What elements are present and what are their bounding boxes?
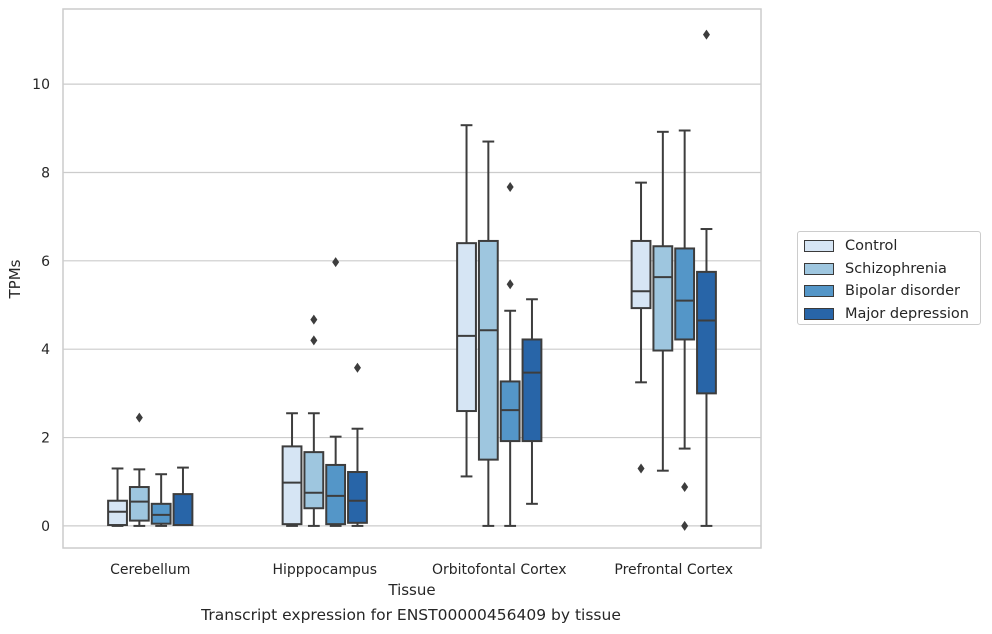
outlier-point bbox=[702, 29, 710, 40]
box-2-1 bbox=[281, 412, 303, 527]
box-1-1 bbox=[107, 467, 128, 527]
box-4-1 bbox=[630, 181, 652, 474]
y-axis-title: TPMs bbox=[6, 259, 24, 299]
y-tick-label: 0 bbox=[41, 519, 50, 535]
outlier-point bbox=[135, 412, 143, 423]
legend-swatch bbox=[804, 285, 834, 298]
x-tick-label: Hipppocampus bbox=[272, 562, 377, 578]
box-body bbox=[150, 502, 172, 525]
box-body bbox=[325, 463, 347, 526]
outlier-point bbox=[681, 482, 689, 493]
legend-label: Schizophrenia bbox=[845, 260, 947, 277]
y-tick-label: 2 bbox=[41, 431, 50, 447]
y-tick-label: 10 bbox=[32, 77, 50, 93]
legend-item: Control bbox=[804, 235, 980, 258]
outlier-point bbox=[506, 182, 514, 193]
box-3-3 bbox=[499, 182, 521, 527]
box-body bbox=[696, 270, 717, 395]
legend-swatch bbox=[804, 307, 834, 320]
legend-swatch bbox=[804, 262, 834, 275]
box-1-4 bbox=[172, 466, 194, 527]
box-4-4 bbox=[696, 29, 717, 527]
outlier-point bbox=[353, 362, 361, 373]
y-tick-label: 8 bbox=[41, 165, 50, 181]
outlier-point bbox=[332, 257, 340, 268]
box-body bbox=[172, 493, 194, 527]
box-body bbox=[477, 239, 499, 461]
box-body bbox=[521, 338, 543, 443]
y-tick-labels: 0 2 4 6 8 10 bbox=[32, 77, 50, 535]
outlier-point bbox=[681, 520, 689, 531]
box-3-4 bbox=[521, 298, 543, 505]
x-tick-label: Cerebellum bbox=[110, 562, 190, 578]
box-2-3 bbox=[325, 257, 347, 527]
box-body bbox=[674, 247, 696, 341]
box-body bbox=[652, 245, 674, 352]
outlier-point bbox=[310, 335, 318, 346]
box-2-2 bbox=[303, 314, 325, 527]
box-body bbox=[107, 499, 128, 527]
box-3-1 bbox=[456, 124, 477, 478]
x-tick-label: Orbitofontal Cortex bbox=[432, 562, 567, 578]
box-body bbox=[303, 451, 325, 510]
outlier-point bbox=[310, 314, 318, 325]
x-tick-labels: Cerebellum Hipppocampus Orbitofontal Corte… bbox=[110, 562, 733, 578]
box-body bbox=[456, 242, 477, 413]
legend-label: Major depression bbox=[845, 305, 969, 322]
legend-swatch bbox=[804, 240, 834, 253]
box-body bbox=[499, 380, 521, 443]
legend-item: Bipolar disorder bbox=[804, 280, 980, 303]
legend-label: Control bbox=[845, 238, 898, 255]
y-tick-label: 6 bbox=[41, 254, 50, 270]
legend-item: Schizophrenia bbox=[804, 258, 980, 281]
box-4-3 bbox=[674, 129, 696, 531]
x-axis-title: Tissue bbox=[387, 581, 435, 599]
y-tick-label: 4 bbox=[41, 342, 50, 358]
legend-label: Bipolar disorder bbox=[845, 283, 960, 300]
box-body bbox=[128, 486, 150, 522]
chart-title: Transcript expression for ENST0000045640… bbox=[201, 606, 621, 624]
outlier-point bbox=[637, 463, 645, 474]
x-tick-label: Prefrontal Cortex bbox=[614, 562, 733, 578]
box-4-2 bbox=[652, 130, 674, 472]
outlier-point bbox=[506, 279, 514, 290]
box-1-3 bbox=[150, 473, 172, 527]
box-2-4 bbox=[347, 362, 368, 527]
box-body bbox=[347, 471, 368, 524]
box-body bbox=[630, 239, 652, 310]
plot-frame bbox=[62, 8, 762, 549]
box-3-2 bbox=[477, 140, 499, 527]
legend: Control Schizophrenia Bipolar disorder Majo… bbox=[797, 231, 981, 325]
legend-item: Major depression bbox=[804, 303, 980, 326]
box-1-2 bbox=[128, 412, 150, 527]
box-body bbox=[281, 445, 303, 526]
box-groups bbox=[107, 29, 717, 531]
